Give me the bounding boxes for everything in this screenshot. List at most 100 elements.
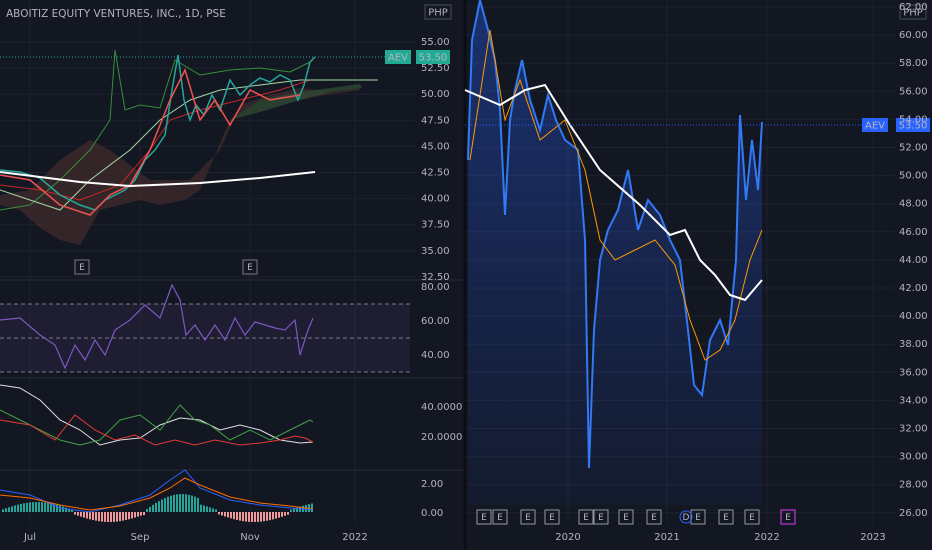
histogram-bar: [293, 508, 295, 512]
histogram-bar: [215, 509, 217, 512]
histogram-bar: [254, 512, 256, 522]
histogram-bar: [194, 496, 196, 512]
currency-box: [424, 4, 452, 20]
histogram-bar: [137, 512, 139, 517]
price-axis-label: 30.00: [899, 452, 928, 463]
histogram-bar: [44, 502, 46, 512]
histogram-bar: [92, 512, 94, 521]
price-axis-label: 45.00: [421, 141, 450, 152]
earnings[interactable]: E: [247, 263, 253, 273]
histogram-bar: [98, 512, 100, 522]
earnings[interactable]: E: [481, 513, 487, 523]
earnings-marker[interactable]: [744, 509, 760, 525]
earnings-marker[interactable]: [578, 509, 594, 525]
rsi-axis-label: 60.00: [421, 316, 450, 327]
span-a: [0, 79, 378, 211]
earnings[interactable]: E: [549, 513, 555, 523]
price-axis-label: 50.00: [421, 89, 450, 100]
histogram-bar: [221, 512, 223, 516]
earnings[interactable]: E: [651, 513, 657, 523]
macd-histogram: [2, 494, 313, 522]
histogram-bar: [131, 512, 133, 519]
earnings[interactable]: E: [749, 513, 755, 523]
upcoming-earnings[interactable]: E: [785, 513, 791, 523]
earnings-marker[interactable]: [646, 509, 662, 525]
histogram-bar: [119, 512, 121, 522]
macd-axis-label: 2.00: [421, 479, 443, 490]
plus-di: [0, 404, 314, 446]
histogram-bar: [272, 512, 274, 520]
histogram-bar: [86, 512, 88, 519]
histogram-bar: [80, 512, 82, 517]
histogram-bar: [17, 504, 19, 512]
histogram-bar: [278, 512, 280, 518]
histogram-bar: [62, 506, 64, 512]
earnings[interactable]: E: [695, 513, 701, 523]
rsi-levels: [0, 303, 410, 373]
currency-box: [899, 4, 927, 20]
earnings[interactable]: E: [623, 513, 629, 523]
histogram-bar: [287, 512, 289, 515]
histogram-bar: [275, 512, 277, 519]
histogram-bar: [11, 506, 13, 512]
histogram-bar: [41, 502, 43, 512]
histogram-bar: [191, 495, 193, 512]
rsi-axis-label: 80.00: [421, 282, 450, 293]
earnings[interactable]: E: [583, 513, 589, 523]
cloud: [230, 84, 362, 120]
histogram-bar: [104, 512, 106, 522]
earnings-marker[interactable]: [476, 509, 492, 525]
earnings-marker[interactable]: [690, 509, 706, 525]
earnings-marker[interactable]: [492, 509, 508, 525]
histogram-bar: [158, 501, 160, 512]
histogram-bar: [188, 494, 190, 512]
time-axis-label: 2022: [754, 532, 779, 543]
histogram-bar: [173, 494, 175, 512]
histogram-bar: [110, 512, 112, 522]
earnings[interactable]: E: [525, 513, 531, 523]
histogram-bar: [53, 504, 55, 512]
earnings-marker[interactable]: [618, 509, 634, 525]
earnings[interactable]: E: [497, 513, 503, 523]
histogram-bar: [83, 512, 85, 518]
earnings-marker[interactable]: [74, 259, 90, 275]
histogram-bar: [218, 512, 220, 515]
histogram-bar: [107, 512, 109, 522]
earnings-marker[interactable]: [544, 509, 560, 525]
dividend-marker[interactable]: [679, 510, 693, 524]
price-axis-label: 60.00: [899, 30, 928, 41]
histogram-bar: [95, 512, 97, 521]
histogram-bar: [128, 512, 130, 520]
histogram-bar: [224, 512, 226, 517]
histogram-bar: [161, 499, 163, 512]
histogram-bar: [263, 512, 265, 522]
dividend[interactable]: D: [683, 513, 690, 523]
earnings-marker[interactable]: [242, 259, 258, 275]
histogram-bar: [290, 509, 292, 512]
histogram-bar: [296, 507, 298, 512]
histogram-bar: [269, 512, 271, 521]
time-axis-label: 2022: [342, 532, 367, 543]
chart-title: ABOITIZ EQUITY VENTURES, INC., 1D, PSE: [6, 8, 226, 20]
currency: PHP: [428, 8, 448, 19]
macd-axis-label: 0.00: [421, 508, 443, 519]
ticker-tag: [862, 118, 888, 132]
earnings-marker[interactable]: [718, 509, 734, 525]
earnings[interactable]: E: [723, 513, 729, 523]
rsi-axis-label: 40.00: [421, 350, 450, 361]
price-axis-label: 42.50: [421, 168, 450, 179]
time-axis-label: Nov: [240, 532, 260, 543]
dmi-axis-label: 20.0000: [421, 432, 462, 443]
histogram-bar: [14, 505, 16, 512]
histogram-bar: [89, 512, 91, 520]
earnings-marker[interactable]: [520, 509, 536, 525]
histogram-bar: [56, 504, 58, 512]
earnings-marker[interactable]: [593, 509, 609, 525]
upcoming-earnings-marker[interactable]: [780, 509, 796, 525]
earnings[interactable]: E: [598, 513, 604, 523]
earnings[interactable]: E: [79, 263, 85, 273]
last-price: 53.50: [899, 121, 928, 132]
price-tag: [896, 118, 930, 132]
histogram-bar: [281, 512, 283, 517]
